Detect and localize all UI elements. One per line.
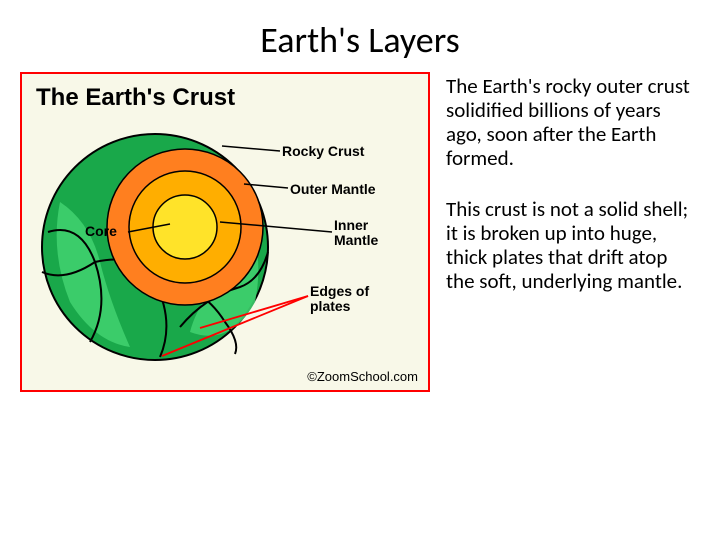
globe-graphic	[40, 132, 270, 362]
page-title: Earth's Layers	[0, 0, 720, 72]
label-edges: Edges ofplates	[310, 284, 390, 313]
cutaway	[107, 149, 263, 305]
content-row: The Earth's Crust	[0, 72, 720, 392]
label-outer-mantle: Outer Mantle	[290, 182, 376, 197]
paragraph-2: This crust is not a solid shell; it is b…	[446, 197, 700, 294]
diagram-credit: ©ZoomSchool.com	[307, 369, 418, 384]
earth-crust-diagram: The Earth's Crust	[20, 72, 430, 392]
description-column: The Earth's rocky outer crust solidified…	[430, 72, 700, 392]
paragraph-1: The Earth's rocky outer crust solidified…	[446, 74, 700, 171]
label-core: Core	[85, 224, 117, 239]
label-inner-mantle: InnerMantle	[334, 218, 394, 247]
diagram-heading: The Earth's Crust	[36, 84, 235, 112]
layer-core	[153, 195, 217, 259]
label-rocky-crust: Rocky Crust	[282, 144, 364, 159]
